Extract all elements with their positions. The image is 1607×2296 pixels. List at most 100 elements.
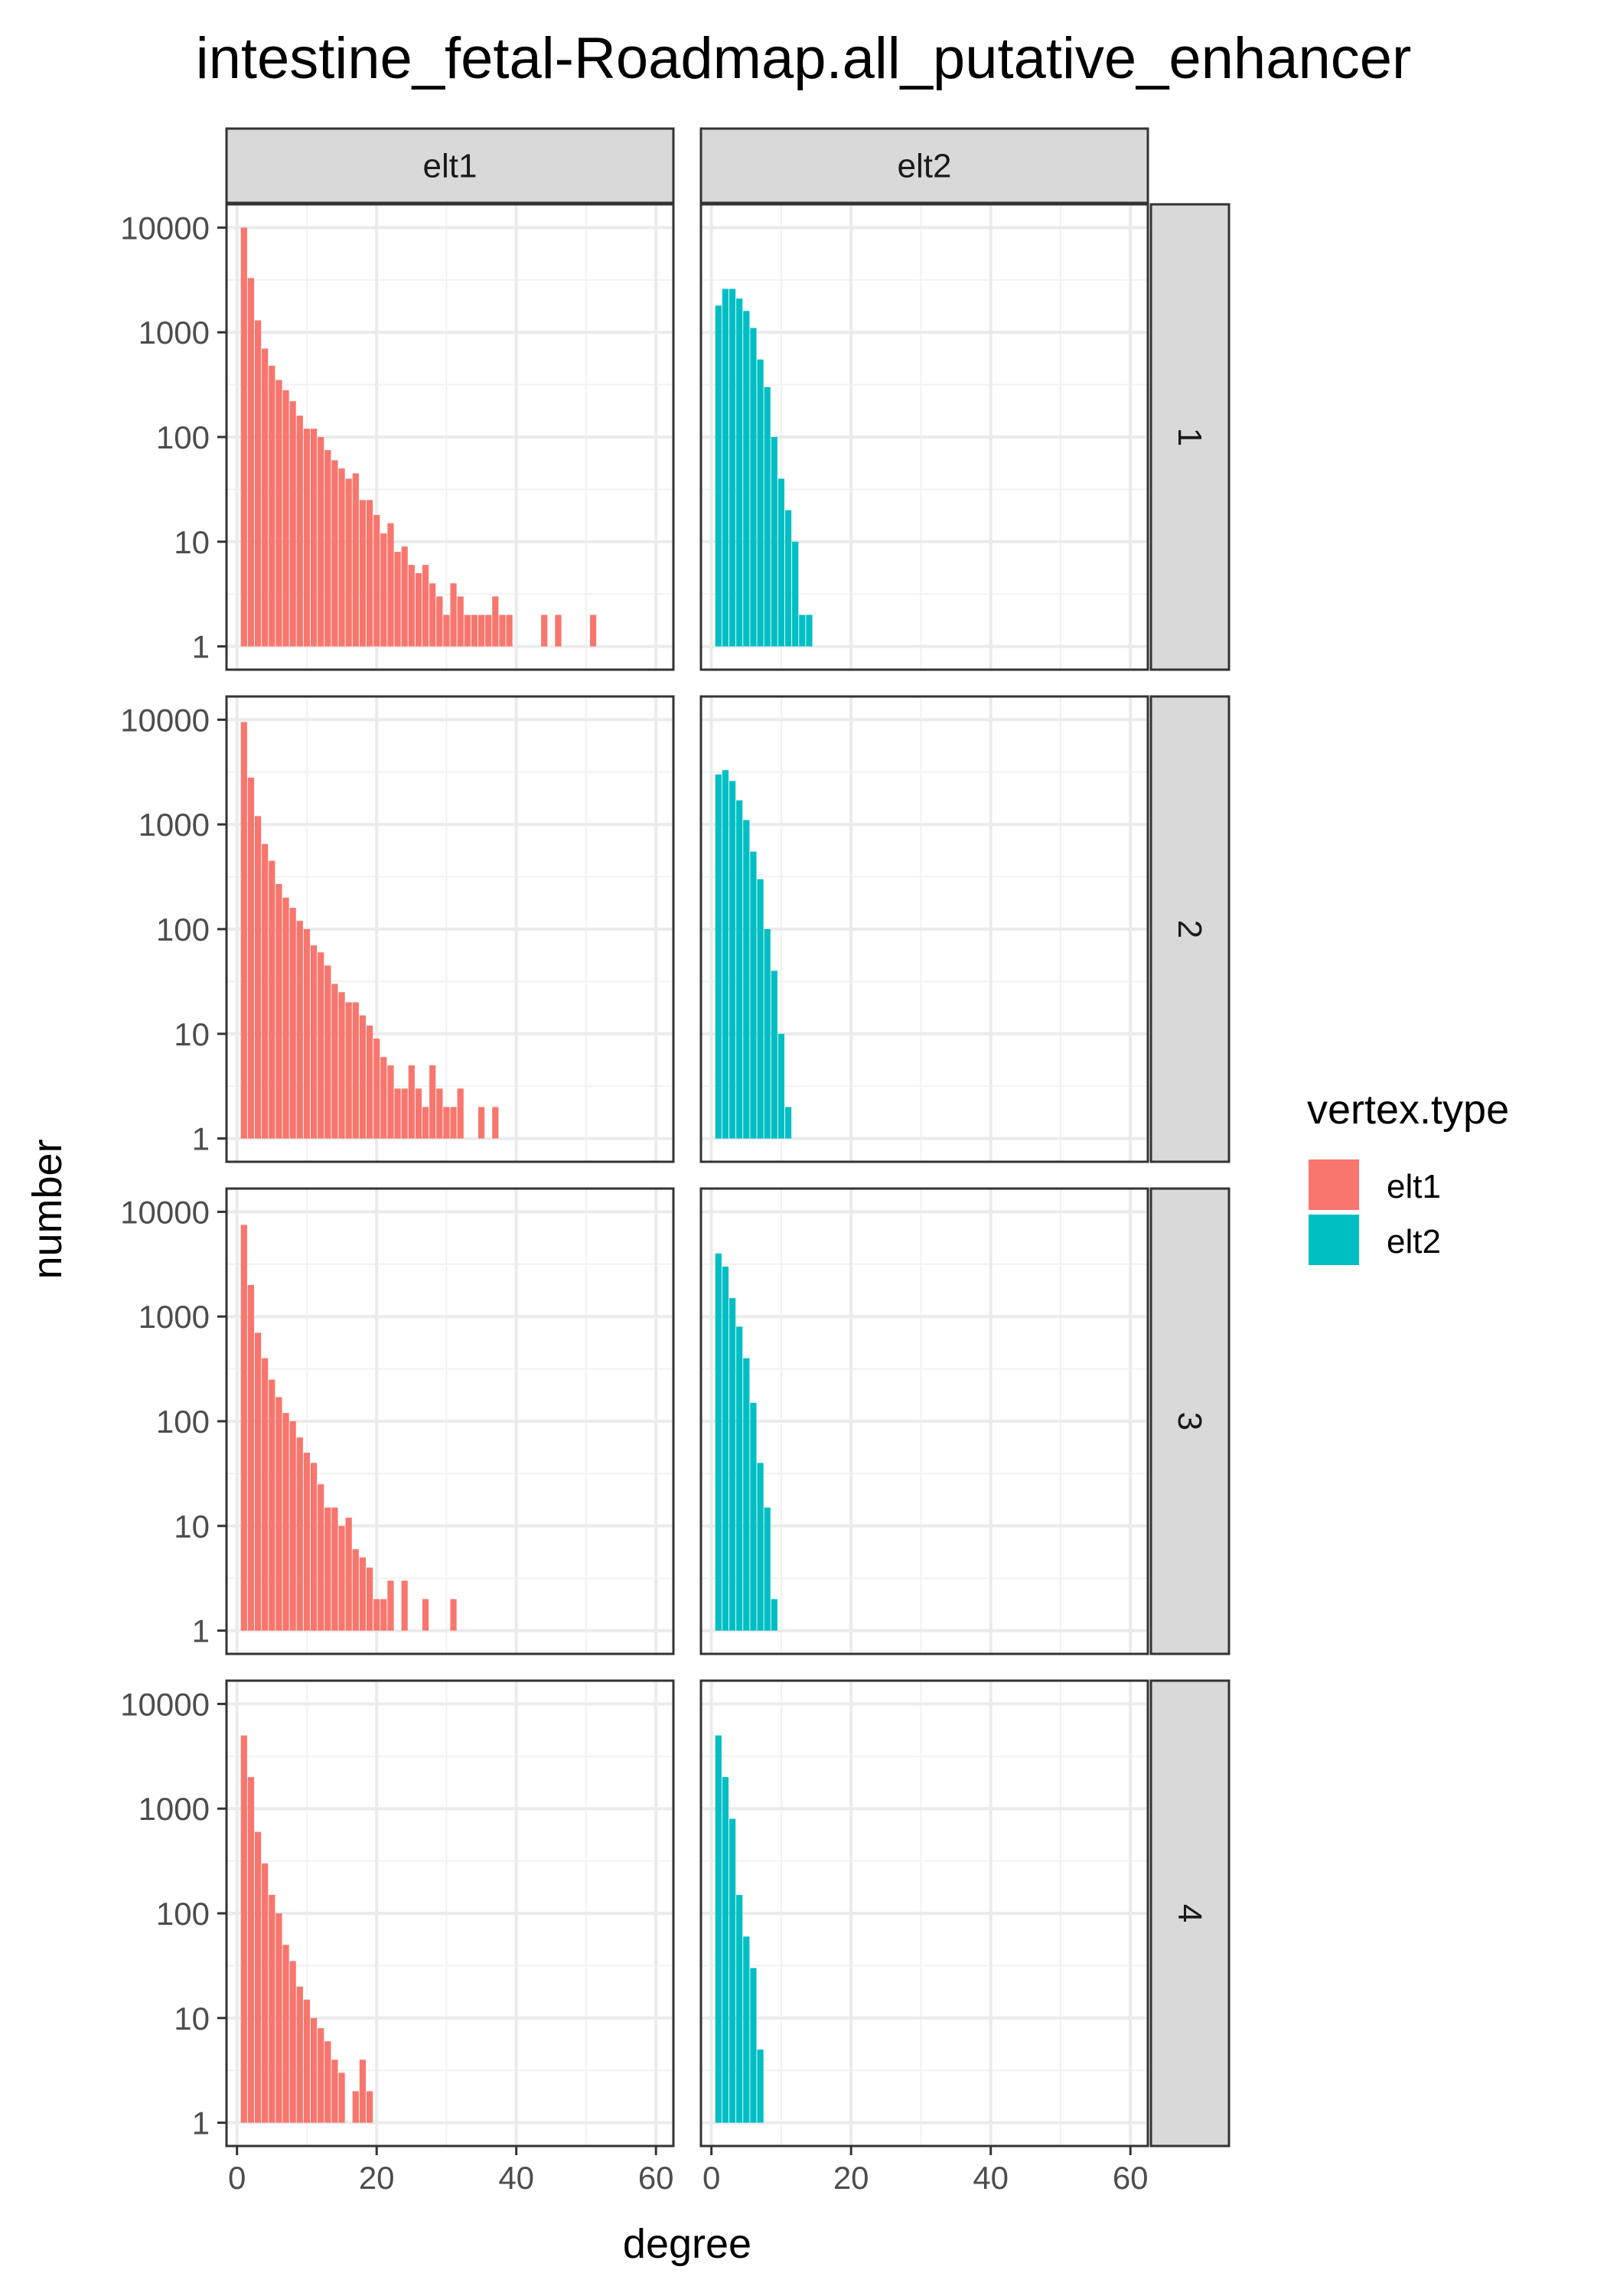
bar bbox=[282, 1413, 289, 1631]
legend: vertex.type elt1 elt2 bbox=[1307, 1087, 1509, 1265]
y-tick-label: 1000 bbox=[139, 807, 210, 843]
bar bbox=[366, 1567, 373, 1631]
bar bbox=[338, 1525, 345, 1631]
row-strip-label: 3 bbox=[1171, 1412, 1208, 1430]
bar bbox=[792, 541, 799, 647]
y-tick-label: 1000 bbox=[139, 315, 210, 351]
bar bbox=[359, 500, 367, 647]
legend-key-elt1 bbox=[1309, 1159, 1359, 1210]
panel-border bbox=[699, 695, 1149, 1163]
bar bbox=[722, 1266, 729, 1631]
bar bbox=[296, 1437, 303, 1631]
bar bbox=[541, 615, 548, 647]
y-tick-label: 1000 bbox=[139, 1299, 210, 1335]
bar bbox=[422, 1107, 429, 1139]
bar bbox=[262, 348, 269, 647]
bar bbox=[352, 1549, 359, 1631]
x-tick-label: 40 bbox=[973, 2160, 1009, 2196]
y-tick-label: 10 bbox=[174, 524, 210, 560]
bar bbox=[366, 2091, 373, 2123]
bar bbox=[303, 1453, 311, 1631]
bar bbox=[324, 1507, 331, 1631]
bar bbox=[345, 1002, 352, 1139]
bar bbox=[387, 1580, 394, 1631]
bar bbox=[275, 883, 282, 1139]
bar bbox=[715, 1253, 722, 1631]
bar bbox=[254, 320, 262, 647]
bar bbox=[373, 514, 380, 647]
bar bbox=[275, 1913, 282, 2123]
row-strip-4 bbox=[1149, 1679, 1231, 2148]
bar bbox=[359, 2060, 367, 2123]
bar bbox=[262, 1863, 269, 2123]
bar bbox=[303, 1999, 311, 2123]
bar bbox=[338, 992, 345, 1139]
row-strip-2 bbox=[1149, 695, 1231, 1163]
bar bbox=[240, 227, 247, 647]
bar bbox=[387, 523, 394, 647]
bar bbox=[240, 1735, 247, 2123]
column-strip-label: elt2 bbox=[898, 148, 952, 185]
bar bbox=[736, 800, 743, 1139]
bar bbox=[352, 473, 359, 647]
bar bbox=[310, 2017, 318, 2123]
bar bbox=[784, 510, 792, 647]
x-axis-title: degree bbox=[623, 2221, 751, 2267]
bar bbox=[296, 416, 303, 647]
bar bbox=[282, 897, 289, 1139]
y-tick-label: 100 bbox=[156, 912, 210, 947]
bar bbox=[401, 546, 408, 647]
bar bbox=[799, 615, 806, 647]
bar bbox=[492, 1107, 499, 1139]
bar bbox=[715, 305, 722, 647]
x-tick-label: 20 bbox=[833, 2160, 869, 2196]
bar bbox=[359, 1015, 367, 1139]
y-tick-label: 10000 bbox=[120, 702, 210, 738]
bar bbox=[757, 1463, 764, 1631]
bar bbox=[736, 1326, 743, 1631]
bar bbox=[750, 851, 757, 1139]
bar bbox=[485, 615, 492, 647]
bar bbox=[275, 1397, 282, 1631]
bar bbox=[492, 596, 499, 647]
bar bbox=[422, 565, 429, 647]
bar bbox=[771, 1599, 777, 1631]
bar bbox=[743, 1936, 750, 2123]
bar bbox=[757, 2049, 764, 2123]
bar bbox=[729, 781, 736, 1139]
y-tick-label: 1 bbox=[192, 2105, 210, 2141]
y-tick-label: 1 bbox=[192, 1121, 210, 1157]
bar bbox=[777, 478, 785, 647]
legend-title: vertex.type bbox=[1307, 1087, 1509, 1133]
legend-key-elt2 bbox=[1309, 1215, 1359, 1265]
bar bbox=[722, 1777, 729, 2123]
y-axis-title: number bbox=[24, 1139, 70, 1279]
x-tick-label: 40 bbox=[498, 2160, 534, 2196]
bar bbox=[450, 1599, 457, 1631]
bar bbox=[499, 615, 506, 647]
y-tick-label: 10 bbox=[174, 1016, 210, 1052]
panels-layer: elt1 elt212341101001000100001101001000100… bbox=[120, 127, 1231, 2196]
bar bbox=[408, 1065, 415, 1139]
bar bbox=[422, 1599, 429, 1631]
y-tick-label: 10 bbox=[174, 2001, 210, 2037]
bar bbox=[289, 1421, 296, 1631]
bar bbox=[436, 1088, 443, 1139]
row-strip-label: 2 bbox=[1171, 920, 1208, 938]
bar bbox=[247, 778, 255, 1139]
legend-label-elt1: elt1 bbox=[1387, 1168, 1441, 1205]
bar bbox=[729, 1298, 736, 1631]
bar bbox=[722, 770, 729, 1139]
x-tick-label: 60 bbox=[638, 2160, 674, 2196]
x-tick-label: 20 bbox=[359, 2160, 395, 2196]
bar bbox=[380, 1599, 387, 1631]
bar bbox=[478, 615, 485, 647]
bar bbox=[729, 289, 736, 647]
chart-title: intestine_fetal-Roadmap.all_putative_enh… bbox=[196, 26, 1412, 91]
bar bbox=[394, 1088, 401, 1139]
bar bbox=[373, 1039, 380, 1139]
bar bbox=[777, 1033, 785, 1139]
bar bbox=[331, 983, 338, 1139]
bar bbox=[380, 533, 387, 647]
